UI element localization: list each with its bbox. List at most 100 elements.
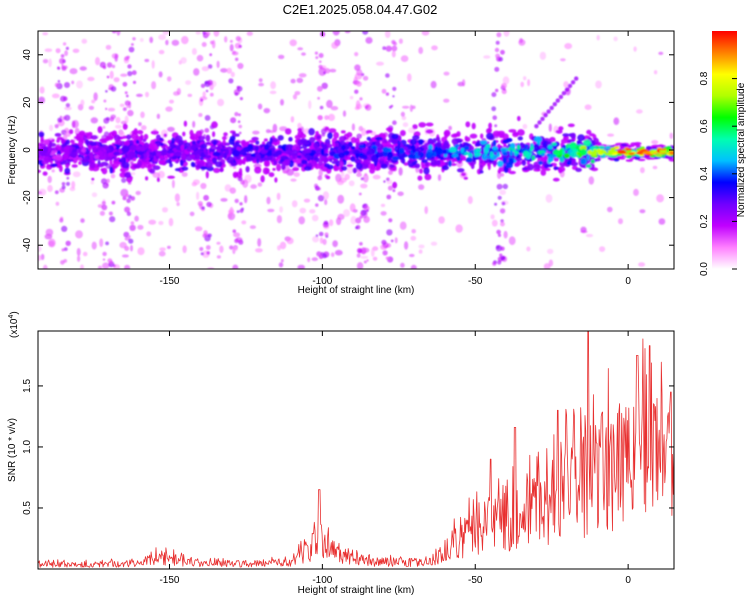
spectrogram-streak (321, 132, 326, 137)
spectrogram-band-cell (145, 176, 149, 181)
spectrogram-speckle (519, 38, 523, 44)
spectrogram-band-cell (642, 151, 652, 155)
spectrogram-streak (123, 231, 130, 238)
spectrogram-band-cell (492, 161, 498, 166)
spectrogram-speckle (258, 78, 263, 83)
spectrogram-band-cell (190, 161, 195, 167)
spectrogram-speckle (171, 39, 180, 46)
spectrogram-band-cell (137, 160, 142, 167)
spectrogram-speckle (402, 122, 409, 128)
spectrogram-band-cell (205, 161, 213, 168)
spectrogram-streak (317, 96, 320, 100)
spectrogram-streak (122, 81, 128, 87)
spectrogram-band-cell (456, 168, 465, 173)
spectrogram-band-cell (76, 148, 81, 154)
spectrogram-band-cell (339, 160, 344, 168)
spectrogram-speckle (232, 264, 239, 269)
spectrogram-streak (366, 259, 369, 262)
spectrogram-band-cell (590, 159, 595, 164)
spectrogram-speckle (309, 209, 316, 214)
spectrogram-band-cell (122, 123, 128, 130)
spectrogram-streak (501, 201, 506, 206)
spectrogram-speckle (461, 79, 466, 87)
spectrogram-speckle (307, 257, 311, 263)
spectrogram-streak (392, 86, 397, 91)
spectrogram-speckle (289, 39, 297, 47)
spectrogram-streak (128, 235, 131, 238)
spectrogram-speckle (130, 244, 133, 252)
spectrogram-speckle (324, 199, 328, 206)
spectrogram-speckle (372, 174, 381, 180)
spectrogram-speckle (213, 31, 220, 37)
spectrogram-streak (203, 134, 206, 137)
spectrogram-speckle (48, 240, 55, 247)
spectrogram-streak (494, 202, 498, 206)
spectrogram-streak (491, 92, 497, 98)
spectrogram-band-cell (409, 138, 417, 146)
spectrogram-streak (359, 215, 363, 219)
spectrogram-speckle (438, 216, 445, 224)
spectrogram-streak (236, 86, 243, 92)
spectrogram-band-cell (597, 152, 604, 156)
spectrogram-band-cell (277, 135, 284, 141)
spectrogram-band-cell (598, 145, 605, 150)
spectrogram-band-cell (220, 148, 227, 152)
spectrogram-speckle (182, 245, 187, 254)
spectrogram-streak (127, 71, 133, 77)
spectrogram-band-cell (366, 136, 371, 141)
spectrogram-streak (61, 66, 67, 71)
spectrogram-streak (391, 45, 398, 52)
spectrogram-streak (205, 31, 211, 37)
spectrogram-speckle (297, 264, 305, 269)
spectrogram-band-cell (205, 141, 211, 146)
spectrogram-streak (494, 47, 500, 53)
spectrogram-band-cell (497, 130, 505, 136)
spectrogram-band-cell (328, 128, 337, 134)
spectrogram-speckle (384, 31, 391, 38)
spectrogram-speckle (334, 249, 343, 256)
spectrogram-speckle (166, 76, 172, 82)
spectrogram-speckle (64, 106, 72, 111)
spectrogram-speckle (80, 99, 85, 107)
spectrogram-band-cell (578, 153, 582, 158)
spectrogram-streak (109, 260, 113, 265)
spectrogram-band-cell (41, 159, 49, 165)
spectrogram-band-cell (180, 153, 187, 161)
spectrogram-streak (360, 212, 363, 216)
spectrogram-streak (101, 204, 108, 211)
spectrogram-band-cell (552, 149, 561, 156)
spectrogram-speckle (508, 236, 516, 246)
spectrogram-band-cell (585, 164, 592, 168)
spectrogram-speckle (372, 256, 378, 261)
spectrogram-diagonal (570, 80, 576, 85)
spectrogram-band-cell (475, 148, 482, 153)
spectrogram-speckle (165, 106, 173, 112)
colorbar-tick-label: 0.6 (699, 119, 710, 133)
spectrogram-streak (239, 202, 243, 206)
spectrogram-streak (238, 239, 244, 245)
spectrogram-streak (237, 120, 241, 123)
spectrogram-speckle (38, 188, 47, 196)
spectrogram-streak (385, 256, 389, 260)
spectrogram-band-cell (559, 148, 563, 155)
spectrogram-band-cell (38, 131, 45, 138)
spectrogram-streak (62, 42, 67, 46)
spectrogram-streak (235, 36, 241, 42)
spectrogram-band-cell (417, 175, 423, 181)
spectrogram-streak (200, 83, 206, 89)
spectrogram-band-cell (109, 166, 114, 174)
spectrogram-streak (500, 173, 505, 177)
spectrogram-speckle (360, 255, 369, 259)
spectrogram-band-cell (551, 142, 557, 146)
spectrogram-band-cell (180, 144, 185, 151)
spectrogram-panel: -150 -100 -50 0 -40 -20 0 20 40 Height of straig… (7, 30, 675, 296)
spectrogram-band-cell (204, 151, 209, 155)
spectrogram-band-cell (613, 158, 620, 162)
spectrogram-streak (234, 198, 239, 204)
spectrogram-streak (500, 49, 505, 55)
spectrogram-speckle (224, 36, 228, 43)
spectrogram-band-cell (129, 144, 138, 151)
spectrogram-streak (64, 82, 70, 88)
spectrogram-streak (230, 117, 237, 124)
spectrogram-speckle (42, 59, 49, 64)
